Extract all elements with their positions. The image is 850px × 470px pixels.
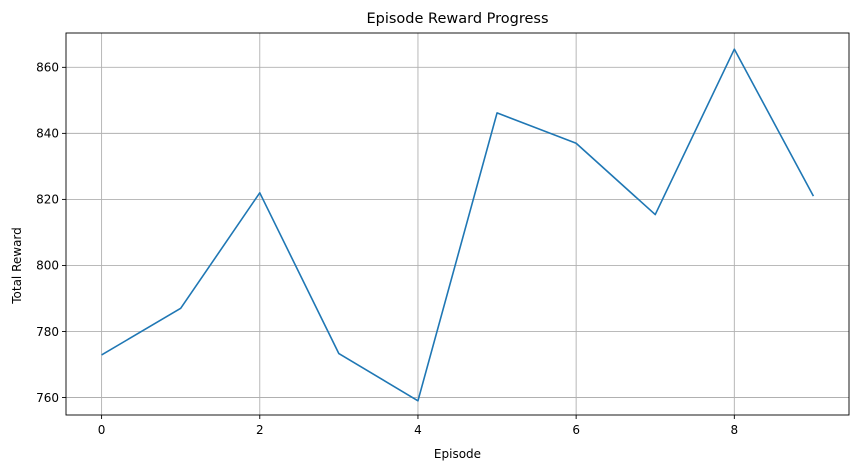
x-axis-label: Episode [434,447,481,461]
chart-title: Episode Reward Progress [366,11,548,27]
x-tick-label: 0 [98,423,106,437]
plot-frame [65,32,850,416]
y-tick-label: 840 [36,127,59,141]
x-tick-label: 8 [730,423,738,437]
y-axis-ticks: 760 780 800 820 840 860 [36,61,66,405]
y-tick-label: 800 [36,259,59,273]
x-tick-label: 2 [256,423,264,437]
y-tick-label: 820 [36,193,59,207]
x-axis-ticks: 0 2 4 6 8 [98,415,738,437]
y-tick-label: 760 [36,391,59,405]
y-tick-label: 780 [36,325,59,339]
series-layer [101,48,815,402]
x-tick-label: 4 [414,423,422,437]
grid [66,33,849,415]
series-line [101,48,815,402]
x-tick-label: 6 [572,423,580,437]
y-tick-label: 860 [36,61,59,75]
y-axis-label: Total Reward [10,227,24,305]
